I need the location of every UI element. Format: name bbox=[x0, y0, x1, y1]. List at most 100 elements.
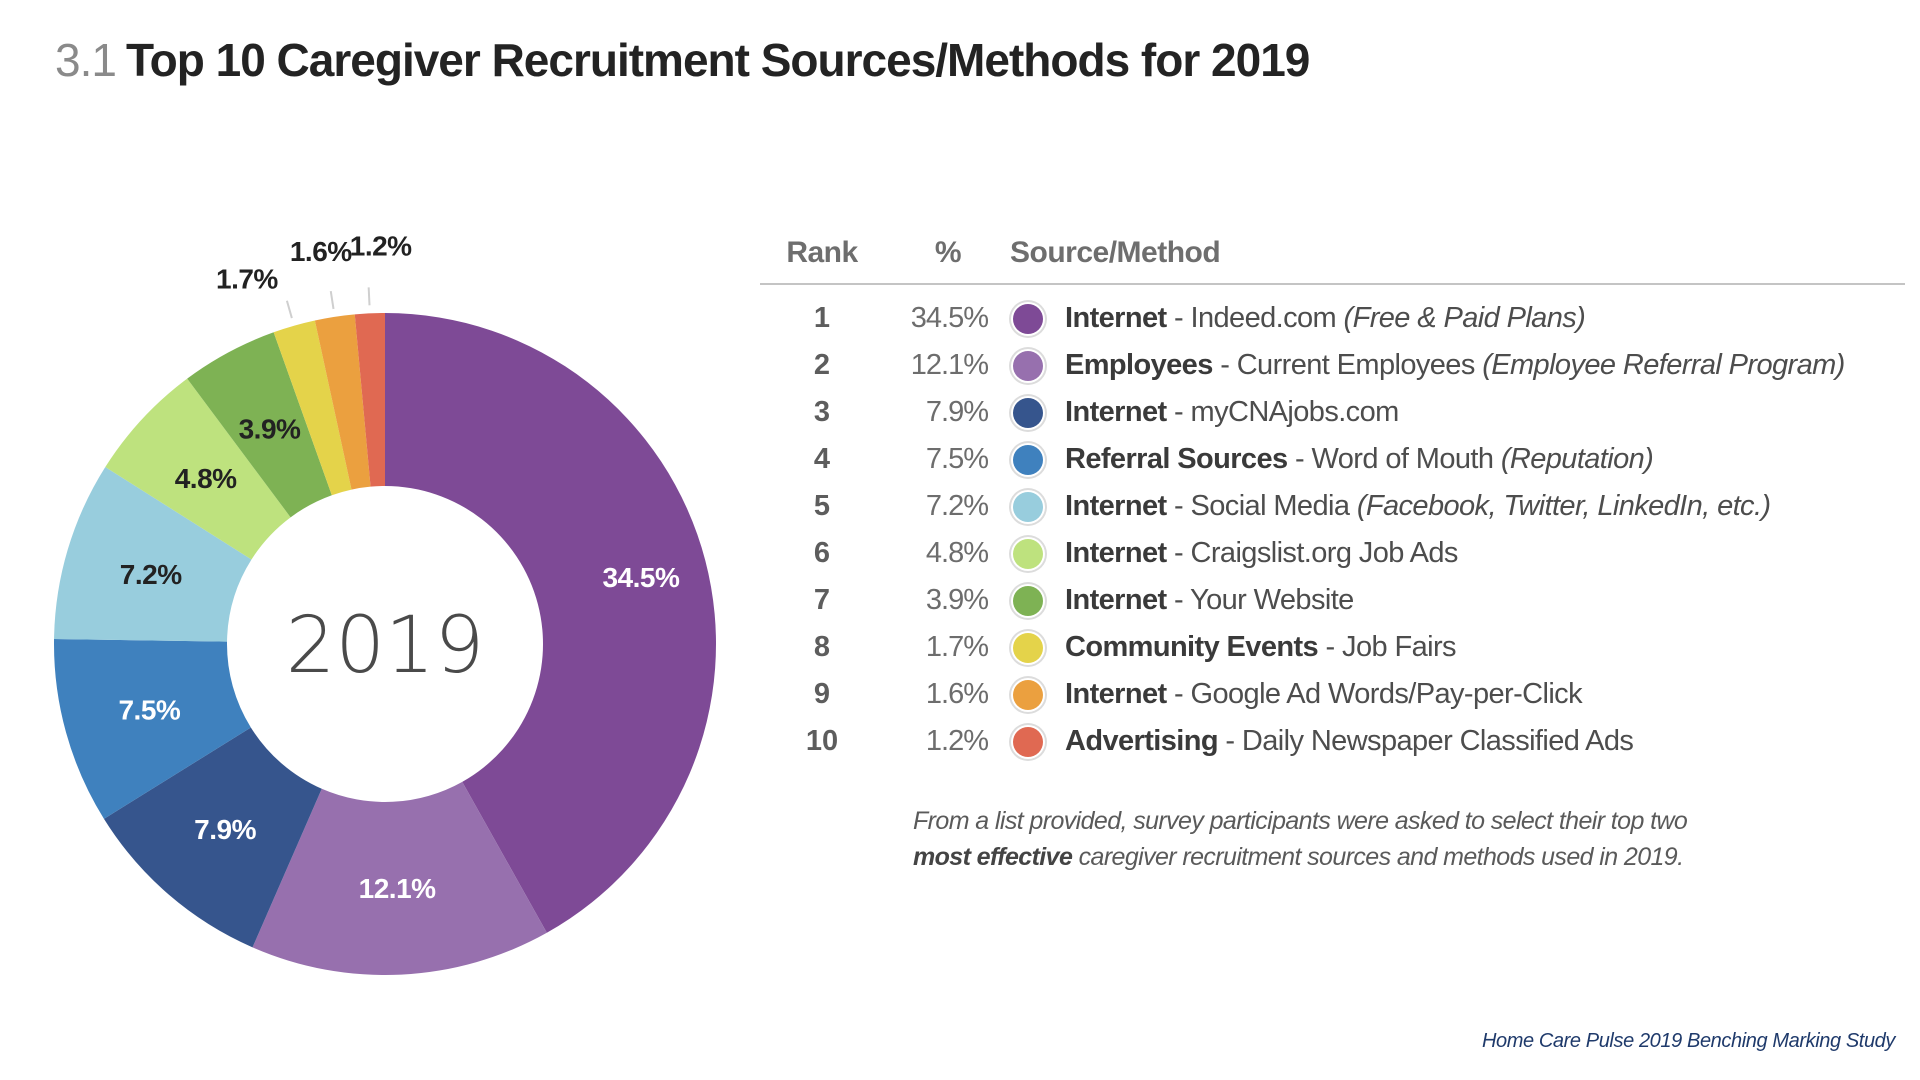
row-category: Internet bbox=[1065, 584, 1167, 616]
row-detail: Social Media bbox=[1190, 490, 1357, 522]
title-text: Top 10 Caregiver Recruitment Sources/Met… bbox=[125, 34, 1310, 86]
row-category: Internet bbox=[1065, 537, 1167, 569]
header-divider bbox=[760, 283, 1905, 285]
row-percent: 1.7% bbox=[925, 631, 989, 663]
slice-label: 1.6% bbox=[290, 236, 352, 267]
donut-center-label: 2019 bbox=[286, 601, 485, 691]
donut-slice bbox=[314, 314, 371, 490]
row-source-method: Internet - Your Website bbox=[1065, 584, 1354, 617]
row-separator: - bbox=[1287, 443, 1312, 475]
row-percent: 1.2% bbox=[925, 725, 989, 757]
row-note: (Facebook, Twitter, LinkedIn, etc.) bbox=[1356, 490, 1771, 522]
row-detail: Current Employees bbox=[1236, 349, 1483, 381]
row-separator: - bbox=[1166, 678, 1191, 710]
leader-line bbox=[285, 300, 293, 319]
row-detail: Indeed.com bbox=[1190, 302, 1344, 334]
row-detail: Daily Newspaper Classified Ads bbox=[1241, 725, 1634, 757]
row-detail: Craigslist.org Job Ads bbox=[1190, 537, 1459, 569]
table-row: 4 7.5% Referral Sources - Word of Mouth (R… bbox=[760, 439, 1910, 479]
donut-slices bbox=[53, 313, 716, 975]
row-category: Internet bbox=[1065, 396, 1167, 428]
footnote-line-1: From a list provided, survey participant… bbox=[913, 807, 1688, 835]
row-separator: - bbox=[1166, 396, 1191, 428]
row-percent: 7.5% bbox=[925, 443, 989, 475]
table-row: 8 1.7% Community Events - Job Fairs bbox=[760, 627, 1910, 667]
row-note: (Employee Referral Program) bbox=[1482, 349, 1845, 381]
donut-slice bbox=[273, 320, 352, 496]
table-row: 6 4.8% Internet - Craigslist.org Job Ads bbox=[760, 533, 1910, 573]
footnote: From a list provided, survey participant… bbox=[913, 803, 1688, 875]
row-separator: - bbox=[1166, 302, 1191, 334]
row-rank: 3 bbox=[813, 396, 831, 428]
donut-slice bbox=[252, 781, 547, 975]
footnote-line-2-rest: caregiver recruitment sources and method… bbox=[1072, 843, 1684, 871]
table-row: 5 7.2% Internet - Social Media (Facebook, … bbox=[760, 486, 1910, 526]
legend-color-dot-icon bbox=[1013, 727, 1043, 757]
row-rank: 4 bbox=[813, 443, 831, 475]
row-source-method: Advertising - Daily Newspaper Classified… bbox=[1065, 725, 1634, 758]
header-source-method: Source/Method bbox=[1010, 236, 1221, 269]
row-note: (Reputation) bbox=[1500, 443, 1654, 475]
row-rank: 10 bbox=[805, 725, 839, 757]
table-row: 1 34.5% Internet - Indeed.com (Free & Paid… bbox=[760, 298, 1910, 338]
row-detail: Word of Mouth bbox=[1311, 443, 1501, 475]
leader-line bbox=[329, 290, 335, 310]
row-rank: 5 bbox=[813, 490, 831, 522]
row-source-method: Employees - Current Employees (Employee … bbox=[1065, 349, 1845, 382]
legend-color-dot-icon bbox=[1013, 539, 1043, 569]
row-rank: 1 bbox=[813, 302, 831, 334]
row-source-method: Referral Sources - Word of Mouth (Reputa… bbox=[1065, 443, 1654, 476]
legend-color-dot-icon bbox=[1013, 586, 1043, 616]
row-detail: Your Website bbox=[1190, 584, 1354, 616]
donut-slice bbox=[54, 466, 252, 642]
row-separator: - bbox=[1217, 725, 1242, 757]
chart-title: 3.1 Top 10 Caregiver Recruitment Sources/… bbox=[55, 30, 1310, 90]
row-rank: 6 bbox=[813, 537, 831, 569]
row-rank: 8 bbox=[813, 631, 831, 663]
legend-color-dot-icon bbox=[1013, 445, 1043, 475]
row-source-method: Internet - Craigslist.org Job Ads bbox=[1065, 537, 1458, 570]
donut-slice bbox=[103, 727, 322, 948]
table-row: 9 1.6% Internet - Google Ad Words/Pay-per-… bbox=[760, 674, 1910, 714]
legend-color-dot-icon bbox=[1013, 633, 1043, 663]
leader-lines bbox=[285, 287, 371, 319]
header-percent: % bbox=[934, 236, 962, 269]
row-separator: - bbox=[1166, 490, 1191, 522]
row-source-method: Internet - Google Ad Words/Pay-per-Click bbox=[1065, 678, 1583, 711]
row-percent: 12.1% bbox=[910, 349, 989, 381]
legend-color-dot-icon bbox=[1013, 304, 1043, 334]
row-detail: myCNAjobs.com bbox=[1190, 396, 1400, 428]
table-row: 10 1.2% Advertising - Daily Newspaper Clas… bbox=[760, 721, 1910, 761]
row-note: (Free & Paid Plans) bbox=[1343, 302, 1586, 334]
row-category: Internet bbox=[1065, 678, 1167, 710]
donut-slice bbox=[385, 313, 716, 933]
row-rank: 9 bbox=[813, 678, 831, 710]
legend-color-dot-icon bbox=[1013, 398, 1043, 428]
row-separator: - bbox=[1166, 584, 1190, 616]
row-source-method: Internet - Indeed.com (Free & Paid Plans… bbox=[1065, 302, 1586, 335]
row-percent: 34.5% bbox=[910, 302, 989, 334]
header-rank: Rank bbox=[786, 236, 858, 269]
leader-line bbox=[367, 287, 371, 306]
row-category: Internet bbox=[1065, 490, 1167, 522]
row-percent: 4.8% bbox=[925, 537, 989, 569]
row-category: Employees bbox=[1065, 349, 1213, 381]
slice-label: 1.7% bbox=[216, 264, 278, 295]
donut-slice bbox=[53, 638, 251, 819]
row-rank: 7 bbox=[813, 584, 831, 616]
row-detail: Job Fairs bbox=[1342, 631, 1456, 663]
row-source-method: Community Events - Job Fairs bbox=[1065, 631, 1457, 664]
legend-color-dot-icon bbox=[1013, 351, 1043, 381]
row-separator: - bbox=[1166, 537, 1191, 569]
row-percent: 7.2% bbox=[925, 490, 989, 522]
row-percent: 1.6% bbox=[925, 678, 989, 710]
donut-slice bbox=[354, 313, 385, 487]
slice-label: 1.2% bbox=[350, 230, 412, 261]
row-category: Internet bbox=[1065, 302, 1167, 334]
row-percent: 7.9% bbox=[925, 396, 989, 428]
source-credit: Home Care Pulse 2019 Benching Marking St… bbox=[1481, 1030, 1895, 1052]
row-category: Advertising bbox=[1065, 725, 1219, 757]
row-detail: Google Ad Words/Pay-per-Click bbox=[1190, 678, 1583, 710]
row-rank: 2 bbox=[813, 349, 831, 381]
row-source-method: Internet - Social Media (Facebook, Twitt… bbox=[1065, 490, 1771, 523]
